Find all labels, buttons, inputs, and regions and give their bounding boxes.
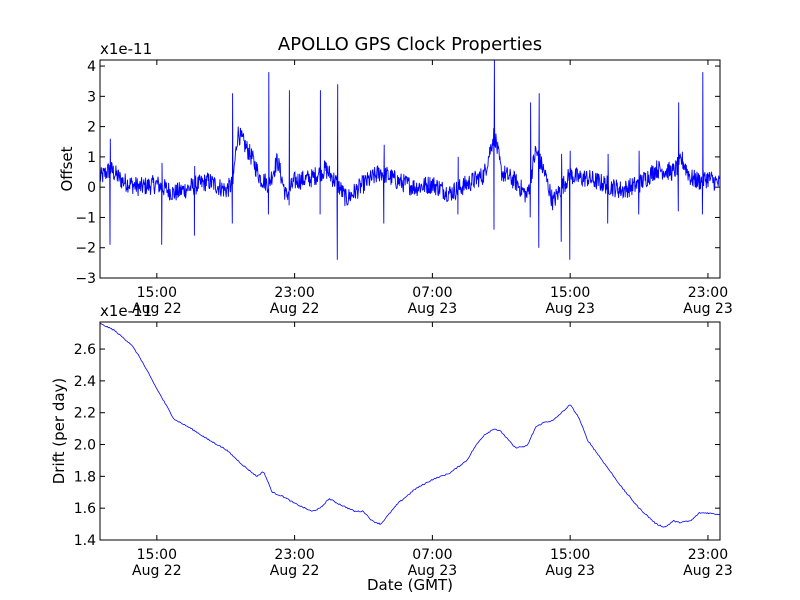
offset-series-line	[99, 59, 721, 260]
offset-ytick-label: 2	[87, 120, 96, 136]
offset-ytick-label: −3	[75, 271, 96, 287]
offset-plot-area	[100, 60, 720, 278]
offset-xtick-label-date: Aug 23	[683, 301, 733, 317]
offset-xtick-label-time: 23:00	[274, 285, 314, 301]
offset-ytick-label: 4	[87, 59, 96, 75]
drift-xtick-label-time: 07:00	[412, 547, 452, 563]
figure-title: APOLLO GPS Clock Properties	[278, 34, 542, 55]
drift-ytick-label: 1.8	[74, 469, 96, 485]
offset-y-axis-label: Offset	[58, 146, 76, 191]
drift-ytick-label: 2.0	[74, 438, 96, 454]
offset-ytick-label: 1	[87, 150, 96, 166]
offset-xtick-label-date: Aug 22	[270, 301, 320, 317]
offset-xtick-label-time: 15:00	[550, 285, 590, 301]
offset-axes-frame	[99, 59, 721, 279]
drift-plot-area	[100, 322, 720, 540]
drift-ytick-label: 1.4	[74, 533, 96, 549]
drift-xtick-label-time: 23:00	[274, 547, 314, 563]
drift-xtick-label-date: Aug 23	[545, 563, 595, 579]
drift-xtick-label-time: 23:00	[688, 547, 728, 563]
offset-xtick-label-date: Aug 23	[408, 301, 458, 317]
drift-xtick-label-date: Aug 23	[683, 563, 733, 579]
offset-ytick-label: 0	[87, 180, 96, 196]
offset-ytick-label: −2	[75, 241, 96, 257]
drift-xtick-label-date: Aug 23	[408, 563, 458, 579]
offset-scale-label: x1e-11	[100, 40, 152, 58]
offset-xtick-label-date: Aug 23	[545, 301, 595, 317]
drift-ytick-label: 2.4	[74, 374, 96, 390]
offset-ytick-label: 3	[87, 89, 96, 105]
offset-ytick-label: −1	[75, 210, 96, 226]
drift-xtick-label-time: 15:00	[550, 547, 590, 563]
drift-y-axis-label: Drift (per day)	[50, 378, 68, 485]
drift-ytick-label: 2.6	[74, 342, 96, 358]
offset-xtick-label-date: Aug 22	[132, 301, 182, 317]
drift-series-line	[99, 323, 721, 528]
drift-xtick-label-date: Aug 22	[270, 563, 320, 579]
offset-xtick-label-time: 23:00	[688, 285, 728, 301]
drift-xtick-label-date: Aug 22	[132, 563, 182, 579]
offset-series	[99, 59, 721, 260]
drift-axes-frame	[99, 321, 721, 541]
drift-series	[99, 323, 721, 528]
offset-xtick-label-time: 15:00	[137, 285, 177, 301]
drift-x-axis-label: Date (GMT)	[367, 576, 453, 594]
drift-ytick-label: 2.2	[74, 406, 96, 422]
drift-xtick-label-time: 15:00	[137, 547, 177, 563]
offset-xtick-label-time: 07:00	[412, 285, 452, 301]
drift-ytick-label: 1.6	[74, 501, 96, 517]
drift-scale-label: x1e-11	[100, 302, 152, 320]
